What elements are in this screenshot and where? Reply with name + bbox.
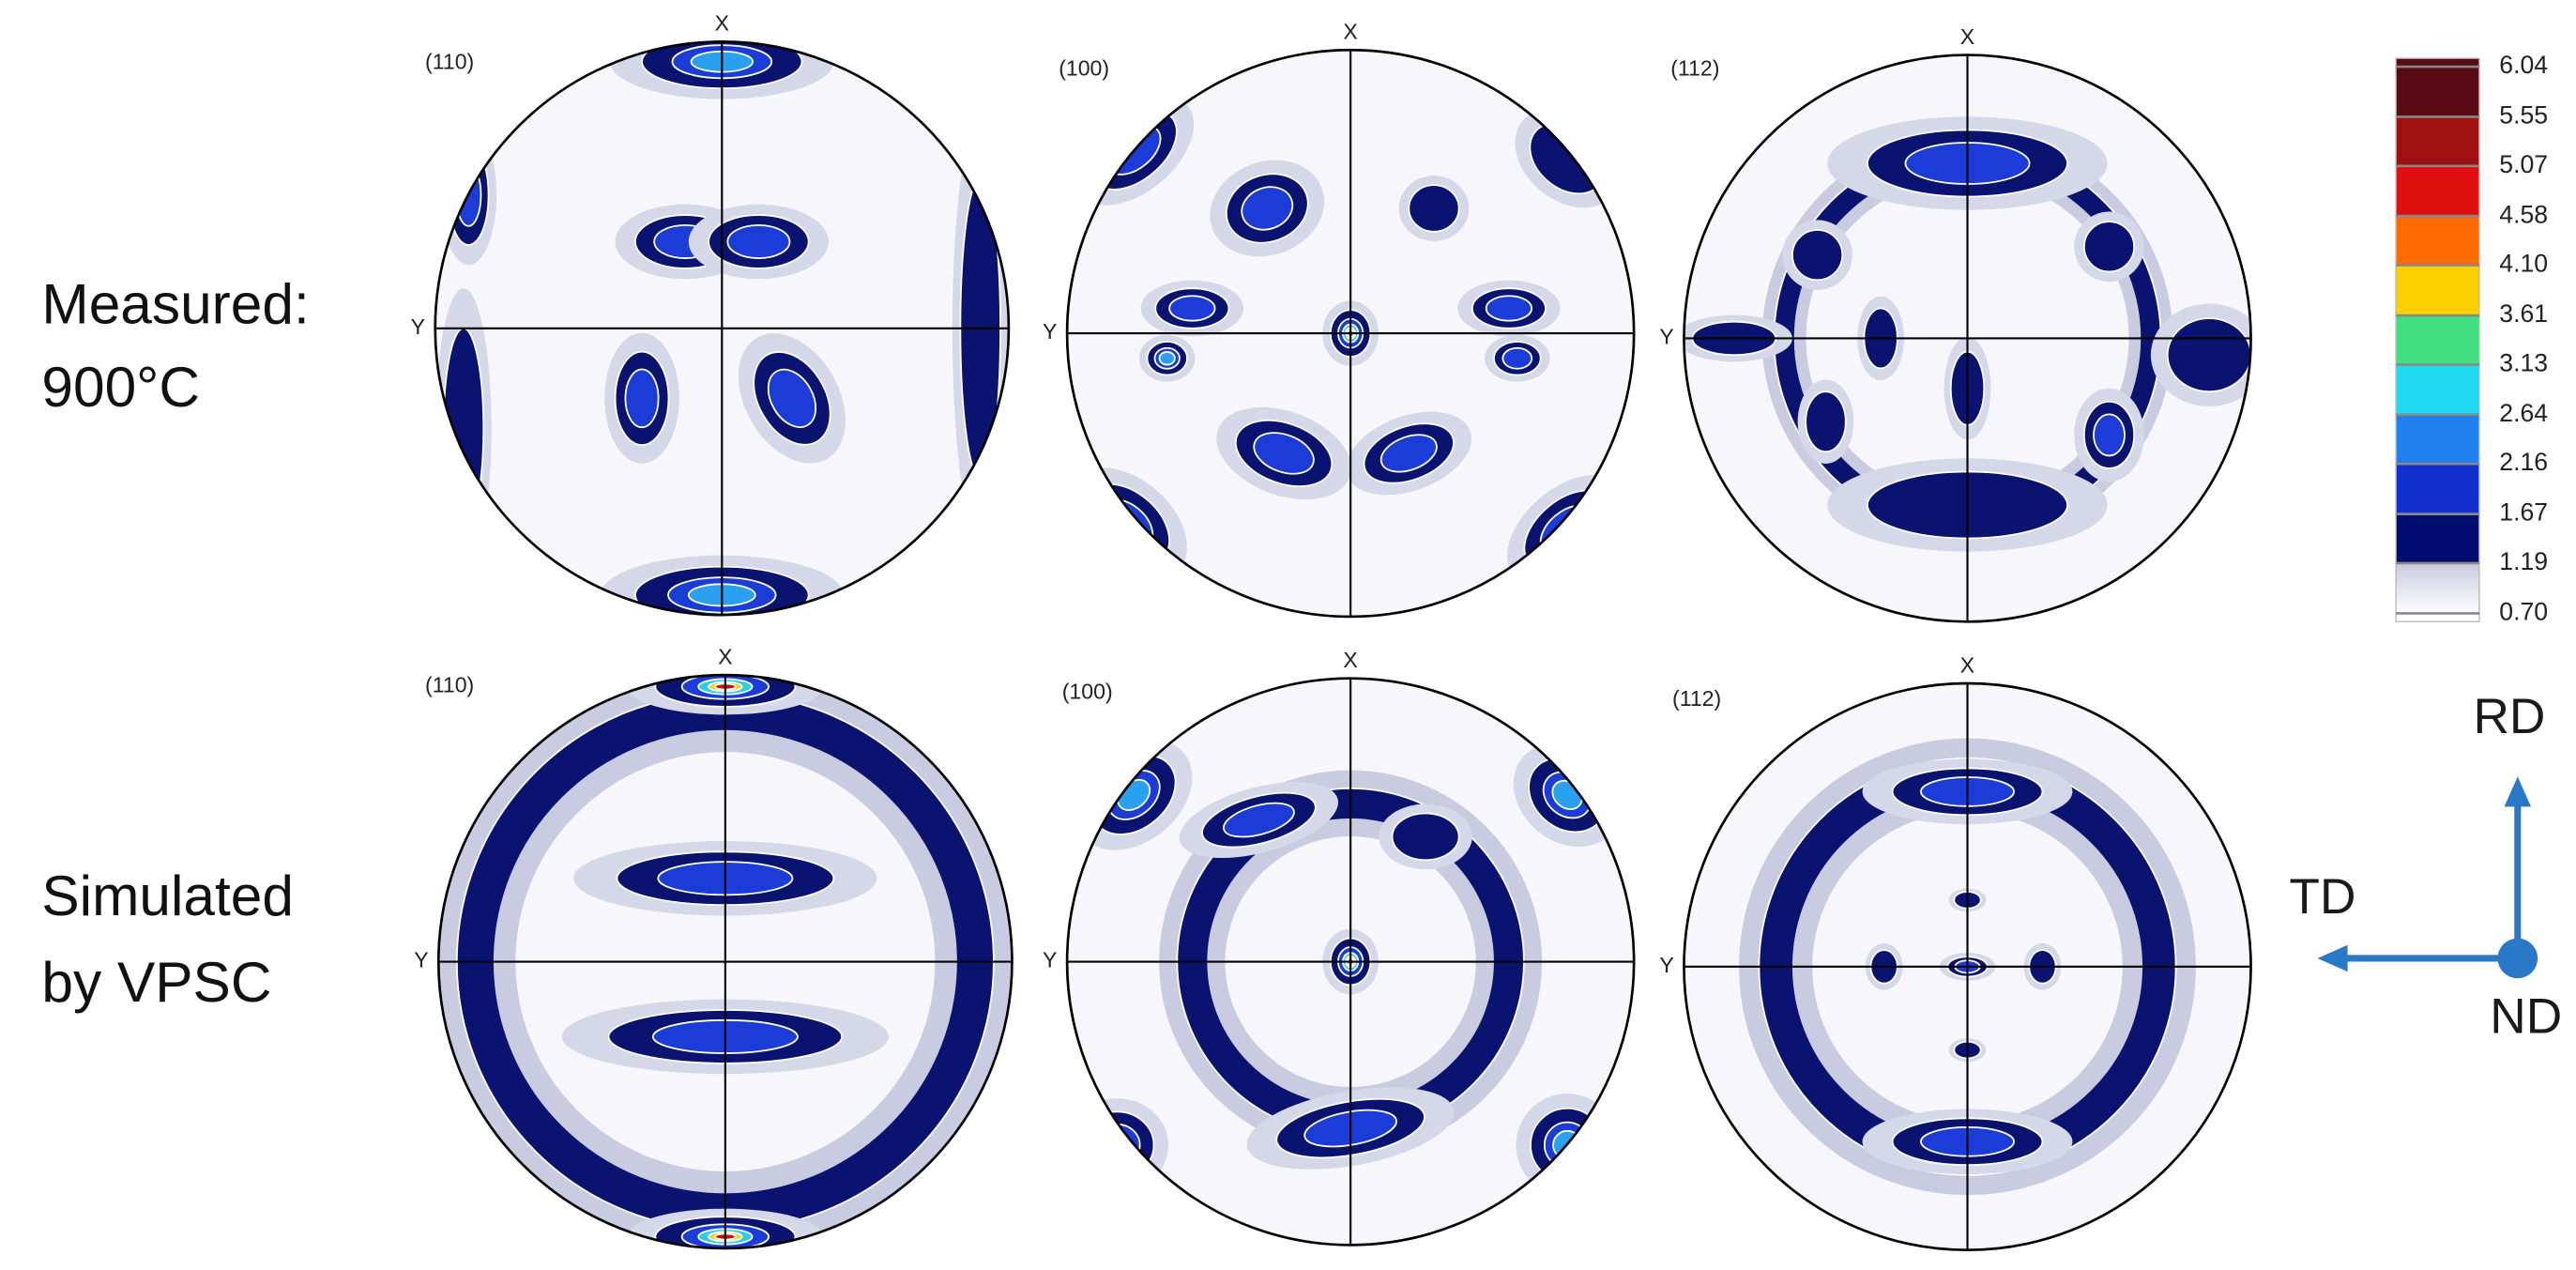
pole-figure bbox=[434, 41, 1009, 616]
density-contour bbox=[1791, 229, 1844, 282]
pole-outline bbox=[1683, 681, 2252, 1252]
colorbar-tick-label: 6.04 bbox=[2499, 51, 2548, 79]
y-axis-label: Y bbox=[411, 314, 425, 339]
colorbar-tick-label: 4.58 bbox=[2499, 200, 2548, 228]
pole-outline bbox=[1065, 677, 1636, 1247]
pole-figure bbox=[1684, 682, 2251, 1250]
row-label: 900°C bbox=[41, 355, 200, 419]
colorbar-tick-label: 1.19 bbox=[2499, 547, 2548, 575]
density-contour bbox=[726, 223, 791, 259]
row-label: Measured: bbox=[41, 271, 309, 335]
density-contour bbox=[624, 368, 660, 429]
rd-label: RD bbox=[2473, 689, 2545, 744]
density-contour bbox=[1241, 186, 1294, 231]
colorbar-segment bbox=[2396, 116, 2479, 166]
colorbar-tick-label: 0.70 bbox=[2499, 597, 2548, 625]
density-contour bbox=[1379, 434, 1438, 473]
density-contour bbox=[1168, 295, 1216, 322]
colorbar-tick-label: 5.07 bbox=[2499, 150, 2548, 178]
x-axis-label: X bbox=[718, 644, 732, 668]
density-contour bbox=[2082, 221, 2136, 273]
row-label: Simulated bbox=[41, 864, 294, 927]
colorbar-tick-label: 2.64 bbox=[2499, 399, 2548, 427]
pole-figure bbox=[1684, 54, 2251, 622]
arrow-head bbox=[2317, 944, 2348, 972]
density-contour bbox=[2166, 317, 2251, 393]
colorbar-tick-label: 1.67 bbox=[2499, 498, 2548, 527]
colorbar-segment bbox=[2396, 414, 2479, 465]
pole-figure bbox=[438, 675, 1013, 1248]
colorbar-segment bbox=[2396, 513, 2479, 563]
colorbar-segment bbox=[2396, 58, 2479, 117]
density-contour bbox=[2093, 413, 2126, 457]
colorbar-tick-label: 3.61 bbox=[2499, 299, 2548, 328]
td-label: TD bbox=[2289, 869, 2355, 925]
colorbar-segment bbox=[2396, 364, 2479, 415]
density-contour bbox=[442, 327, 485, 529]
pole-label: (112) bbox=[1670, 56, 1719, 81]
sample-axes bbox=[2317, 776, 2538, 979]
x-axis-label: X bbox=[1343, 648, 1357, 672]
pole-outline bbox=[1683, 54, 2252, 623]
y-axis-label: Y bbox=[1043, 319, 1057, 344]
row-label: by VPSC bbox=[41, 950, 271, 1014]
pole-label: (110) bbox=[425, 50, 474, 74]
y-axis-label: Y bbox=[1659, 953, 1673, 977]
colorbar-tick-label: 4.10 bbox=[2499, 250, 2548, 278]
density-contour bbox=[1408, 184, 1460, 233]
x-axis-label: X bbox=[1960, 652, 1974, 677]
colorbar-tick-label: 2.16 bbox=[2499, 448, 2548, 476]
colorbar-segment bbox=[2396, 562, 2479, 614]
colorbar-segment bbox=[2396, 165, 2479, 217]
pole-label: (110) bbox=[425, 673, 474, 697]
colorbar-segment bbox=[2396, 464, 2479, 514]
arrow-head bbox=[2504, 776, 2532, 807]
density-contour bbox=[1158, 351, 1176, 366]
pole-label: (100) bbox=[1059, 56, 1109, 81]
colorbar-tick-label: 3.13 bbox=[2499, 348, 2548, 376]
colorbar-segment bbox=[2396, 315, 2479, 365]
nd-label: ND bbox=[2490, 989, 2562, 1045]
pole-label: (112) bbox=[1672, 686, 1721, 711]
y-axis-label: Y bbox=[1043, 948, 1057, 972]
density-contour bbox=[767, 368, 817, 428]
density-contour bbox=[1485, 295, 1533, 322]
colorbar-segment bbox=[2396, 265, 2479, 316]
pole-outline bbox=[434, 40, 1011, 617]
x-axis-label: X bbox=[1343, 20, 1357, 44]
colorbar-segment bbox=[2396, 216, 2479, 266]
x-axis-label: X bbox=[1960, 24, 1974, 49]
pole-label: (100) bbox=[1062, 680, 1113, 704]
density-contour bbox=[1253, 432, 1315, 475]
y-axis-label: Y bbox=[414, 948, 428, 972]
nd-dot bbox=[2497, 938, 2538, 979]
x-axis-label: X bbox=[715, 11, 729, 36]
density-contour bbox=[1501, 346, 1533, 370]
pole-outline bbox=[436, 673, 1014, 1250]
colorbar-frame bbox=[2395, 57, 2480, 623]
pole-figure bbox=[1067, 50, 1635, 617]
colorbar-tick-label: 5.55 bbox=[2499, 101, 2548, 130]
density-contour bbox=[1223, 802, 1295, 838]
pole-outline bbox=[1065, 48, 1636, 619]
y-axis-label: Y bbox=[1659, 325, 1673, 349]
density-contour bbox=[1391, 812, 1460, 862]
density-contour bbox=[1805, 390, 1847, 453]
